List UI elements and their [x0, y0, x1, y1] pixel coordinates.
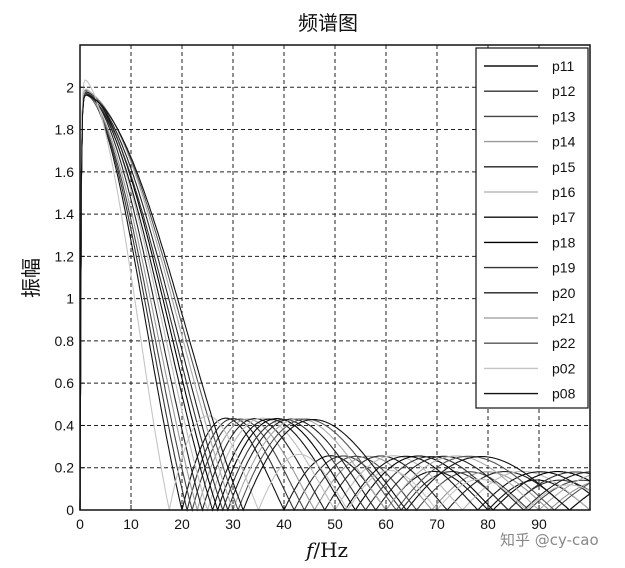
series-line-p22 — [79, 92, 591, 512]
y-tick-label: 1 — [66, 291, 74, 307]
legend-label-p18: p18 — [552, 234, 576, 250]
y-tick-label: 0.4 — [55, 417, 75, 433]
series-lines — [79, 79, 591, 513]
x-tick-label: 10 — [123, 516, 139, 532]
y-tick-label: 0.8 — [55, 333, 75, 349]
y-tick-label: 0.6 — [55, 375, 75, 391]
series-line-p02 — [79, 79, 591, 512]
series-line-p08 — [79, 94, 591, 512]
y-axis-label: 振幅 — [19, 258, 43, 298]
y-tick-label: 1.6 — [55, 164, 75, 180]
y-tick-label: 1.8 — [55, 122, 75, 138]
x-tick-label: 80 — [480, 516, 496, 532]
x-axis-label: f/Hz — [304, 538, 348, 562]
series-line-p17 — [79, 92, 591, 512]
x-axis-ticks: 0 10 20 30 40 50 60 70 80 90 — [76, 505, 547, 532]
legend-label-p14: p14 — [552, 134, 576, 150]
series-line-p19 — [79, 94, 591, 512]
legend: p11 p12 p13 p14 p15 p16 p17 p18 p19 p20 p21 p22 p02 p… — [475, 47, 589, 409]
series-line-p20 — [79, 92, 591, 512]
x-axis-label-unit: /Hz — [313, 538, 348, 562]
series-line-p13 — [79, 93, 591, 513]
legend-label-p21: p21 — [552, 310, 576, 326]
watermark-text: 知乎 @cy-cao — [500, 531, 599, 549]
legend-label-p20: p20 — [552, 285, 576, 301]
legend-label-p17: p17 — [552, 209, 576, 225]
series-line-p21 — [79, 90, 591, 512]
series-line-p11 — [79, 89, 591, 512]
legend-label-p08: p08 — [552, 386, 576, 402]
legend-label-p02: p02 — [552, 360, 576, 376]
legend-label-p19: p19 — [552, 260, 576, 276]
x-tick-label: 50 — [327, 516, 343, 532]
legend-box — [475, 47, 589, 409]
y-axis-ticks: 0 0.2 0.4 0.6 0.8 1 1.2 1.4 1.6 1.8 2 — [55, 79, 85, 518]
y-tick-label: 2 — [66, 79, 74, 95]
x-tick-label: 0 — [76, 516, 84, 532]
x-tick-label: 40 — [276, 516, 292, 532]
x-tick-label: 20 — [174, 516, 190, 532]
legend-label-p15: p15 — [552, 159, 576, 175]
y-tick-label: 0 — [66, 502, 74, 518]
chart-title: 频谱图 — [298, 11, 358, 35]
series-line-p18 — [79, 90, 591, 512]
y-tick-label: 1.4 — [55, 206, 75, 222]
y-tick-label: 0.2 — [55, 460, 75, 476]
x-tick-label: 90 — [531, 516, 547, 532]
x-tick-label: 60 — [378, 516, 394, 532]
x-tick-label: 30 — [225, 516, 241, 532]
legend-label-p13: p13 — [552, 108, 576, 124]
legend-label-p12: p12 — [552, 83, 576, 99]
legend-label-p11: p11 — [552, 58, 575, 74]
y-tick-label: 1.2 — [55, 248, 75, 264]
legend-label-p22: p22 — [552, 335, 576, 351]
x-tick-label: 70 — [429, 516, 445, 532]
legend-label-p16: p16 — [552, 184, 576, 200]
